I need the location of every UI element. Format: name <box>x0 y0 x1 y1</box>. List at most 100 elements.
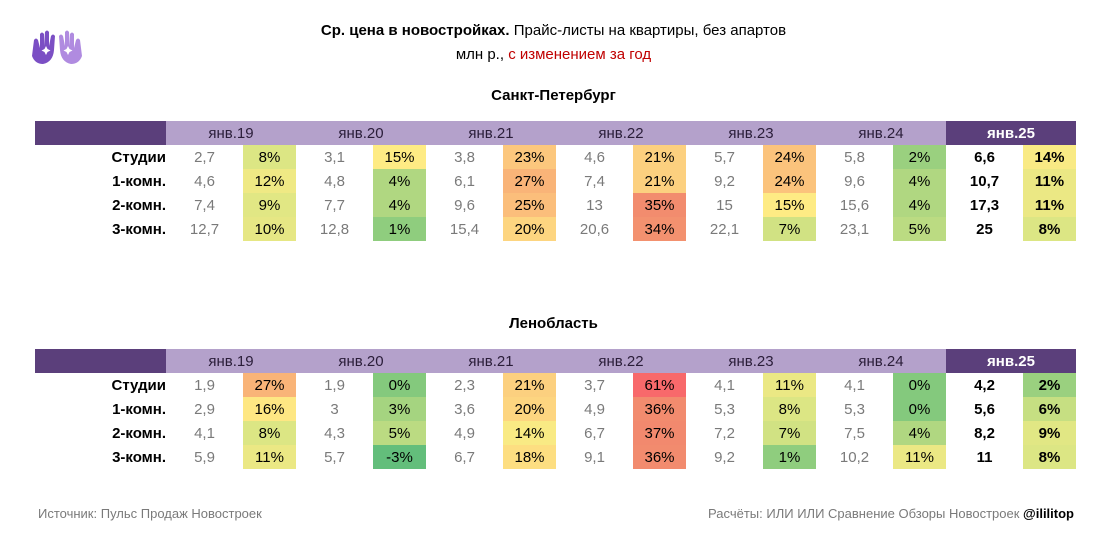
price-cell: 3 <box>330 400 339 418</box>
change-cell: 5% <box>373 421 426 445</box>
change-cell: 8% <box>1023 217 1076 241</box>
price-cell: 2,7 <box>194 148 215 166</box>
price-cell: 5,3 <box>714 400 735 418</box>
change-cell: 14% <box>1023 145 1076 169</box>
year-header: янв.19 <box>166 349 296 373</box>
price-cell: 7,4 <box>584 172 605 190</box>
year-header: янв.24 <box>816 121 946 145</box>
price-cell: 10,7 <box>969 172 1000 190</box>
hands-logo-icon <box>32 30 82 64</box>
change-cell: 20% <box>503 217 556 241</box>
price-table-spb: янв.19 янв.20 янв.21 янв.22 янв.23 янв.24 янв.… <box>35 121 1076 241</box>
table-row: 1-комн. 2,9 16% 3 3% 3,6 20% 4,9 36% 5,3 8% 5,3 0% 5,… <box>35 397 1076 421</box>
price-cell: 4,2 <box>974 376 995 394</box>
row-label: Студии <box>111 376 167 394</box>
change-cell: 27% <box>503 169 556 193</box>
row-label: 1-комн. <box>112 400 166 418</box>
price-cell: 6,7 <box>454 448 475 466</box>
change-cell: 0% <box>373 373 426 397</box>
price-cell: 4,3 <box>324 424 345 442</box>
table-row: 3-комн. 5,9 11% 5,7 -3% 6,7 18% 9,1 36% 9,2 1% 10,2… <box>35 445 1076 469</box>
table-row: 2-комн. 4,1 8% 4,3 5% 4,9 14% 6,7 37% 7,2 7% 7,5 4% 8… <box>35 421 1076 445</box>
subtitle-red: с изменением за год <box>508 46 652 63</box>
price-cell: 5,3 <box>844 400 865 418</box>
price-cell: 9,2 <box>714 448 735 466</box>
change-cell: 4% <box>373 169 426 193</box>
price-cell: 5,7 <box>324 448 345 466</box>
price-cell: 4,6 <box>584 148 605 166</box>
year-header: янв.25 <box>946 121 1076 145</box>
author-handle: @ililitop <box>1023 506 1074 521</box>
change-cell: 8% <box>243 145 296 169</box>
price-cell: 6,6 <box>974 148 995 166</box>
price-cell: 3,8 <box>454 148 475 166</box>
change-cell: 10% <box>243 217 296 241</box>
price-cell: 9,6 <box>844 172 865 190</box>
chart-subtitle: млн р., с изменением за год <box>0 45 1107 65</box>
year-header: янв.23 <box>686 349 816 373</box>
price-cell: 20,6 <box>579 220 610 238</box>
change-cell: 61% <box>633 373 686 397</box>
price-cell: 15,6 <box>839 196 870 214</box>
change-cell: 24% <box>763 169 816 193</box>
table-row: 1-комн. 4,6 12% 4,8 4% 6,1 27% 7,4 21% 9,2 24% 9,6 4… <box>35 169 1076 193</box>
price-cell: 4,1 <box>194 424 215 442</box>
year-header: янв.25 <box>946 349 1076 373</box>
year-header: янв.20 <box>296 349 426 373</box>
change-cell: 11% <box>1023 169 1076 193</box>
change-cell: 20% <box>503 397 556 421</box>
price-cell: 3,1 <box>324 148 345 166</box>
change-cell: 36% <box>633 397 686 421</box>
change-cell: 11% <box>243 445 296 469</box>
price-cell: 25 <box>976 220 993 238</box>
change-cell: 7% <box>763 421 816 445</box>
price-cell: 22,1 <box>709 220 740 238</box>
price-cell: 4,9 <box>454 424 475 442</box>
change-cell: 18% <box>503 445 556 469</box>
change-cell: 11% <box>763 373 816 397</box>
price-cell: 7,5 <box>844 424 865 442</box>
change-cell: 7% <box>763 217 816 241</box>
change-cell: 1% <box>763 445 816 469</box>
header-blank <box>35 121 166 145</box>
price-cell: 4,1 <box>844 376 865 394</box>
price-cell: 4,1 <box>714 376 735 394</box>
chart-title: Ср. цена в новостройках. Прайс-листы на … <box>0 21 1107 41</box>
table-row: Студии 2,7 8% 3,1 15% 3,8 23% 4,6 21% 5,7 24% 5,8 2%… <box>35 145 1076 169</box>
row-label: 2-комн. <box>112 196 166 214</box>
change-cell: 8% <box>1023 445 1076 469</box>
price-cell: 11 <box>976 448 993 466</box>
year-header: янв.22 <box>556 121 686 145</box>
row-label: 3-комн. <box>112 448 166 466</box>
change-cell: 21% <box>633 145 686 169</box>
change-cell: 34% <box>633 217 686 241</box>
year-header: янв.21 <box>426 349 556 373</box>
source-note: Источник: Пульс Продаж Новостроек <box>38 506 262 521</box>
calc-note: Расчёты: ИЛИ ИЛИ Сравнение Обзоры Новост… <box>708 506 1074 521</box>
change-cell: 15% <box>373 145 426 169</box>
change-cell: 5% <box>893 217 946 241</box>
price-cell: 7,7 <box>324 196 345 214</box>
price-cell: 5,7 <box>714 148 735 166</box>
change-cell: 11% <box>893 445 946 469</box>
price-cell: 4,8 <box>324 172 345 190</box>
year-header: янв.21 <box>426 121 556 145</box>
change-cell: 21% <box>503 373 556 397</box>
table-row: 3-комн. 12,7 10% 12,8 1% 15,4 20% 20,6 34% 22,1 7%… <box>35 217 1076 241</box>
price-cell: 2,3 <box>454 376 475 394</box>
change-cell: 15% <box>763 193 816 217</box>
price-cell: 12,8 <box>319 220 350 238</box>
price-cell: 23,1 <box>839 220 870 238</box>
change-cell: 24% <box>763 145 816 169</box>
change-cell: 37% <box>633 421 686 445</box>
price-cell: 10,2 <box>839 448 870 466</box>
price-cell: 13 <box>586 196 603 214</box>
price-cell: 5,8 <box>844 148 865 166</box>
change-cell: 1% <box>373 217 426 241</box>
change-cell: 16% <box>243 397 296 421</box>
year-header: янв.22 <box>556 349 686 373</box>
change-cell: 6% <box>1023 397 1076 421</box>
price-cell: 6,7 <box>584 424 605 442</box>
header-blank <box>35 349 166 373</box>
price-cell: 3,6 <box>454 400 475 418</box>
